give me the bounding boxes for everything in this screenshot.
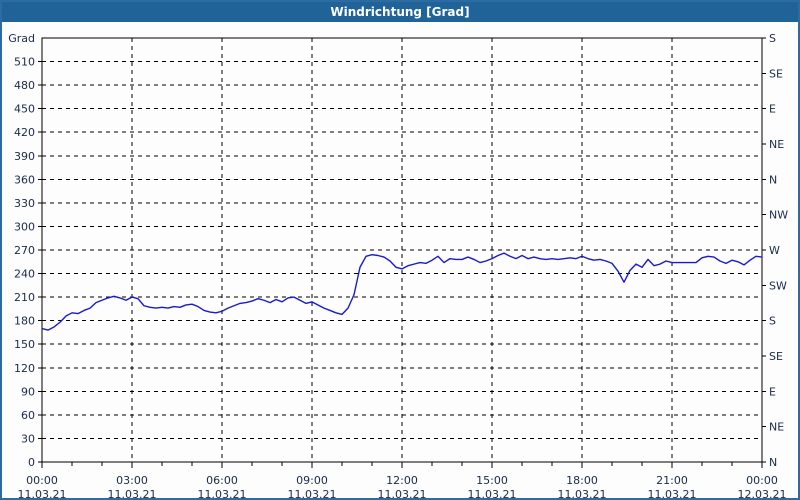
svg-text:03:00: 03:00 (116, 474, 148, 487)
svg-text:SE: SE (769, 67, 783, 80)
svg-text:21:00: 21:00 (656, 474, 688, 487)
svg-text:420: 420 (14, 126, 35, 139)
svg-text:390: 390 (14, 150, 35, 163)
svg-text:450: 450 (14, 103, 35, 116)
svg-text:180: 180 (14, 315, 35, 328)
svg-text:15:00: 15:00 (476, 474, 508, 487)
svg-text:18:00: 18:00 (566, 474, 598, 487)
svg-text:N: N (769, 456, 777, 469)
gridlines (42, 38, 762, 462)
svg-text:120: 120 (14, 362, 35, 375)
svg-text:510: 510 (14, 56, 35, 69)
wind-direction-chart: 0 30 60 90 120 150 180 210 240 270 300 330 360 390 420… (8, 32, 788, 498)
svg-text:09:00: 09:00 (296, 474, 328, 487)
svg-text:SE: SE (769, 350, 783, 363)
svg-text:E: E (769, 103, 776, 116)
svg-text:NW: NW (769, 209, 788, 222)
svg-text:SW: SW (769, 279, 787, 292)
chart-area: 0 30 60 90 120 150 180 210 240 270 300 330 360 390 420… (2, 22, 798, 498)
window-title-bar: Windrichtung [Grad] (2, 2, 798, 22)
svg-text:240: 240 (14, 268, 35, 281)
axis-labels: 0 30 60 90 120 150 180 210 240 270 300 330 360 390 420… (8, 32, 788, 498)
svg-text:S: S (769, 32, 776, 45)
svg-text:NE: NE (769, 421, 784, 434)
svg-text:60: 60 (21, 409, 35, 422)
svg-text:E: E (769, 385, 776, 398)
svg-text:11.03.21: 11.03.21 (468, 488, 517, 498)
svg-text:12.03.21: 12.03.21 (738, 488, 787, 498)
svg-text:300: 300 (14, 220, 35, 233)
svg-text:11.03.21: 11.03.21 (288, 488, 337, 498)
svg-text:360: 360 (14, 173, 35, 186)
svg-text:N: N (769, 173, 777, 186)
svg-text:480: 480 (14, 79, 35, 92)
svg-text:90: 90 (21, 385, 35, 398)
svg-text:NE: NE (769, 138, 784, 151)
svg-text:06:00: 06:00 (206, 474, 238, 487)
svg-text:S: S (769, 315, 776, 328)
svg-text:150: 150 (14, 338, 35, 351)
svg-text:11.03.21: 11.03.21 (18, 488, 67, 498)
svg-text:30: 30 (21, 432, 35, 445)
svg-text:00:00: 00:00 (26, 474, 58, 487)
svg-text:270: 270 (14, 244, 35, 257)
svg-text:11.03.21: 11.03.21 (558, 488, 607, 498)
svg-text:W: W (769, 244, 780, 257)
svg-text:11.03.21: 11.03.21 (648, 488, 697, 498)
page-title: Windrichtung [Grad] (330, 5, 470, 19)
svg-text:0: 0 (28, 456, 35, 469)
svg-text:12:00: 12:00 (386, 474, 418, 487)
svg-text:210: 210 (14, 291, 35, 304)
axis-ticks (38, 37, 766, 468)
data-series (41, 252, 763, 331)
svg-text:330: 330 (14, 197, 35, 210)
svg-text:11.03.21: 11.03.21 (198, 488, 247, 498)
svg-text:11.03.21: 11.03.21 (378, 488, 427, 498)
svg-text:Grad: Grad (8, 32, 35, 45)
svg-text:00:00: 00:00 (746, 474, 778, 487)
svg-text:11.03.21: 11.03.21 (108, 488, 157, 498)
